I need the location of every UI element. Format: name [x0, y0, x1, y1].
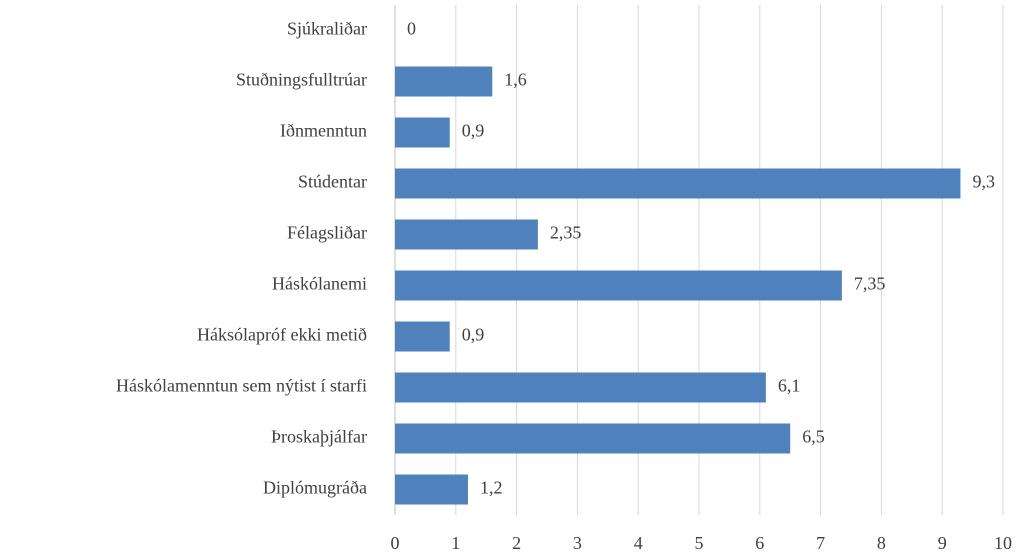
bar — [395, 219, 538, 250]
bar — [395, 423, 791, 454]
data-label: 0 — [407, 19, 416, 39]
data-label: 6,1 — [778, 376, 801, 396]
x-tick-label: 9 — [938, 533, 947, 553]
bar — [395, 474, 468, 505]
x-tick-label: 7 — [816, 533, 825, 553]
data-label: 9,3 — [972, 172, 995, 192]
bar — [395, 66, 493, 97]
bar — [395, 270, 842, 301]
x-tick-label: 5 — [695, 533, 704, 553]
x-tick-label: 4 — [634, 533, 643, 553]
x-tick-label: 2 — [512, 533, 521, 553]
x-tick-label: 0 — [391, 533, 400, 553]
y-tick-label: Diplómugráða — [263, 478, 367, 498]
y-tick-label: Háskólamenntun sem nýtist í starfi — [116, 376, 367, 396]
y-tick-label: Háksólapróf ekki metið — [197, 325, 367, 345]
y-tick-label: Þroskaþjálfar — [271, 427, 367, 447]
data-label: 1,6 — [504, 70, 527, 90]
data-label: 0,9 — [462, 325, 485, 345]
data-label: 0,9 — [462, 121, 485, 141]
y-tick-label: Félagsliðar — [287, 223, 367, 243]
y-tick-label: Stúdentar — [298, 172, 367, 192]
x-tick-label: 6 — [755, 533, 764, 553]
bar — [395, 321, 450, 352]
bar — [395, 168, 961, 199]
data-label: 6,5 — [802, 427, 825, 447]
x-tick-label: 1 — [451, 533, 460, 553]
x-tick-label: 3 — [573, 533, 582, 553]
data-label: 7,35 — [854, 274, 886, 294]
bar — [395, 372, 766, 403]
data-label: 2,35 — [550, 223, 582, 243]
data-label: 1,2 — [480, 478, 503, 498]
x-tick-label: 10 — [994, 533, 1012, 553]
y-tick-label: Iðnmenntun — [280, 121, 367, 141]
y-tick-label: Sjúkraliðar — [287, 19, 367, 39]
x-tick-label: 8 — [877, 533, 886, 553]
y-tick-label: Stuðningsfulltrúar — [236, 70, 367, 90]
y-tick-label: Háskólanemi — [272, 274, 367, 294]
bar — [395, 117, 450, 148]
